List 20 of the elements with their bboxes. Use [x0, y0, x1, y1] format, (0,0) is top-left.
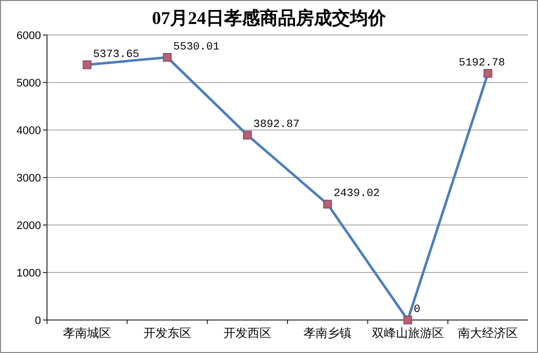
- data-label: 3892.87: [253, 119, 300, 132]
- y-tick-label: 1000: [16, 268, 41, 280]
- x-tick-label: 开发西区: [223, 326, 272, 340]
- data-label: 5192.78: [458, 57, 506, 70]
- x-tick-label: 开发东区: [143, 326, 192, 340]
- data-label: 2439.02: [334, 188, 380, 200]
- chart-title: 07月24日孝感商品房成交均价: [152, 8, 387, 28]
- y-tick-label: 6000: [16, 30, 41, 42]
- data-label: 5373.65: [93, 48, 140, 61]
- y-tick-label: 5000: [16, 78, 41, 90]
- y-tick-label: 3000: [16, 172, 41, 184]
- data-label: 5530.01: [173, 41, 220, 54]
- x-tick-label: 孝南乡镇: [304, 326, 352, 340]
- data-label: 0: [414, 304, 420, 316]
- y-tick-label: 4000: [16, 125, 41, 137]
- x-tick-label: 孝南城区: [63, 326, 112, 340]
- x-tick-label: 南大经济区: [458, 326, 518, 340]
- y-tick-label: 2000: [16, 220, 41, 232]
- x-tick-label: 双峰山旅游区: [372, 326, 444, 340]
- y-tick-label: 0: [34, 315, 41, 327]
